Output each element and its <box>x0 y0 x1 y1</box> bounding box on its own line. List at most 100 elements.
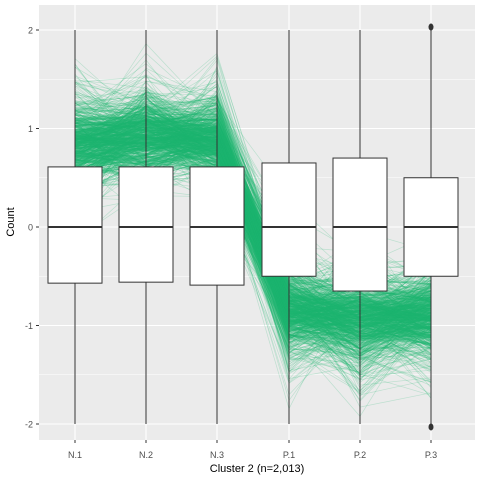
profile-line <box>74 141 432 351</box>
profile-line <box>74 110 432 356</box>
profile-line <box>74 114 432 367</box>
profile-line <box>74 107 432 358</box>
profile-line <box>74 108 432 320</box>
profile-line <box>74 114 432 355</box>
profile-line <box>74 128 432 373</box>
profile-line <box>74 111 431 314</box>
profile-line <box>74 127 432 355</box>
x-tick-label: P.1 <box>283 450 295 460</box>
profile-line <box>74 98 432 314</box>
profile-line <box>74 66 432 320</box>
profile-line <box>74 120 432 338</box>
profile-line <box>74 93 432 384</box>
profile-line <box>74 70 432 309</box>
profile-line <box>74 95 432 353</box>
profile-line <box>74 136 432 380</box>
profile-line <box>74 122 432 314</box>
boxplot-p-3 <box>403 23 459 431</box>
profile-line <box>74 81 432 319</box>
profile-line <box>74 94 432 355</box>
profile-line <box>74 125 432 338</box>
profile-line <box>74 137 432 307</box>
profile-line <box>74 127 432 303</box>
profile-line <box>74 122 432 346</box>
profile-line <box>74 130 432 339</box>
profile-line <box>74 85 432 368</box>
profile-line <box>74 131 432 323</box>
profile-line <box>74 135 432 307</box>
boxplot-n-2 <box>118 30 174 424</box>
profile-line <box>74 136 432 376</box>
profile-line <box>74 123 432 326</box>
profile-line <box>74 95 432 323</box>
profile-line <box>74 120 432 308</box>
profile-line <box>74 107 432 321</box>
profile-line <box>74 96 432 335</box>
profile-line <box>74 117 432 359</box>
profile-line <box>74 145 432 370</box>
profile-line <box>74 101 432 355</box>
profile-line <box>74 108 432 312</box>
profile-line <box>74 103 432 332</box>
profile-line <box>74 128 432 316</box>
profile-line <box>74 101 432 345</box>
profile-line <box>74 93 432 371</box>
profile-line <box>74 102 432 322</box>
profile-line <box>74 128 432 315</box>
profile-line <box>74 101 432 334</box>
profile-line <box>74 128 432 328</box>
profile-line <box>74 126 432 333</box>
profile-line <box>74 107 432 324</box>
profile-line <box>74 126 432 317</box>
profile-line <box>74 97 432 338</box>
profile-line <box>74 109 432 319</box>
profile-line <box>74 130 432 333</box>
profile-line <box>74 96 432 341</box>
profile-line <box>74 116 432 402</box>
profile-line <box>74 98 432 329</box>
profile-line <box>74 148 432 368</box>
profile-line <box>74 128 432 344</box>
profile-line <box>74 122 432 320</box>
profile-line <box>74 119 432 319</box>
profile-line <box>74 134 432 350</box>
outlier-point <box>428 23 434 31</box>
profile-line <box>74 119 432 318</box>
profile-line <box>74 130 432 339</box>
profile-line <box>74 113 432 326</box>
profile-line <box>74 83 432 357</box>
profile-line <box>74 98 432 354</box>
profile-line <box>74 107 432 314</box>
profile-line <box>74 88 432 360</box>
profile-line <box>74 146 432 417</box>
profile-line <box>74 129 432 347</box>
x-tick-label: P.3 <box>425 450 437 460</box>
profile-line <box>74 145 432 365</box>
profile-line <box>74 140 432 336</box>
profile-line <box>74 122 432 366</box>
profile-line <box>74 161 432 337</box>
profile-line <box>74 128 432 383</box>
profile-line <box>74 129 432 318</box>
y-axis-title: Count <box>5 207 17 236</box>
profile-line <box>74 126 432 312</box>
profile-line <box>75 103 432 318</box>
profile-line <box>74 142 432 327</box>
profile-line <box>74 121 432 351</box>
profile-line <box>74 112 432 316</box>
profile-line <box>74 124 432 333</box>
profile-line <box>74 142 432 322</box>
profile-line <box>74 130 432 318</box>
profile-line <box>74 135 432 338</box>
boxplot-n-3 <box>189 30 245 424</box>
profile-line <box>74 124 432 327</box>
profile-line <box>74 113 432 351</box>
profile-line <box>74 119 432 367</box>
profile-line <box>74 122 432 318</box>
profile-line <box>74 130 432 361</box>
profile-line <box>74 123 432 324</box>
profile-line <box>74 96 432 330</box>
profile-line <box>74 121 432 392</box>
profile-line <box>74 90 432 339</box>
profile-line <box>74 131 432 377</box>
